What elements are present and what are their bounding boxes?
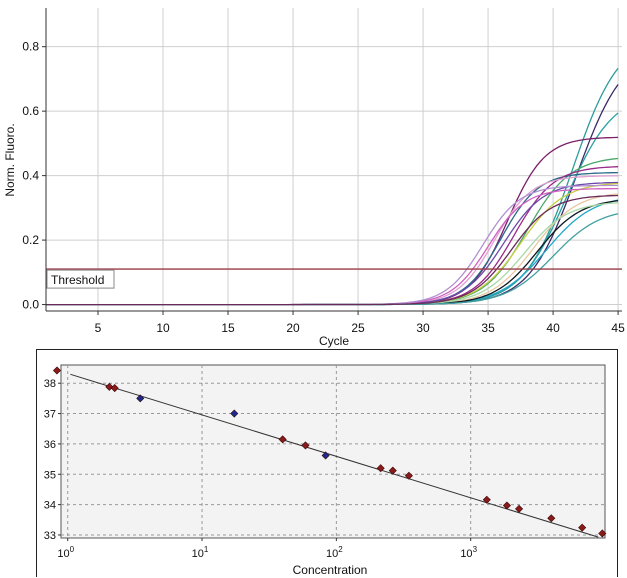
y-tick-label: 0.0 xyxy=(22,298,39,312)
amplification-curve-s18 xyxy=(46,194,619,306)
y-tick-label: 35 xyxy=(44,469,56,481)
x-tick-label: 10 xyxy=(156,321,170,335)
amplification-curves xyxy=(46,67,619,306)
amplification-axes: 5 10 15 20 25 30 35 40 45 0.0 0.2 0.4 0.6 0.8 xyxy=(22,8,625,335)
x-tick-base: 10 xyxy=(326,548,338,560)
y-tick-label: 34 xyxy=(44,500,56,512)
plot-area xyxy=(60,364,606,539)
x-tick-base: 10 xyxy=(460,548,472,560)
standard-point[interactable] xyxy=(598,529,607,538)
y-tick-label: 33 xyxy=(44,530,56,542)
x-tick-label: 5 xyxy=(95,321,102,335)
x-tick-exponent: 3 xyxy=(473,545,478,554)
x-tick-exponent: 2 xyxy=(338,545,343,554)
y-tick-label: 0.4 xyxy=(22,169,39,183)
x-tick-exponent: 0 xyxy=(70,545,75,554)
x-tick-label: 100 xyxy=(57,545,74,560)
standard-point[interactable] xyxy=(110,384,119,393)
threshold-label-box xyxy=(46,269,115,289)
x-tick-label: 35 xyxy=(481,321,495,335)
x-tick-label: 40 xyxy=(546,321,560,335)
x-tick-exponent: 1 xyxy=(204,545,209,554)
standard-point[interactable] xyxy=(376,464,385,473)
standard-point[interactable] xyxy=(482,495,491,504)
standard-point[interactable] xyxy=(502,501,511,510)
standard-curve-grid xyxy=(60,364,606,539)
y-axis-title: Norm. Fluoro. xyxy=(3,123,17,196)
standard-point[interactable] xyxy=(52,366,61,375)
x-axis-title: Concentration xyxy=(293,563,368,577)
x-tick-label: 25 xyxy=(351,321,365,335)
x-tick-label: 101 xyxy=(192,545,209,560)
standard-point[interactable] xyxy=(388,466,397,475)
x-axis-title: Cycle xyxy=(319,334,349,348)
standard-point[interactable] xyxy=(547,514,556,523)
threshold-label: Threshold xyxy=(51,273,104,287)
x-tick-label: 103 xyxy=(460,545,477,560)
standard-curve-points xyxy=(52,366,607,538)
y-tick-label: 0.2 xyxy=(22,233,39,247)
standard-point[interactable] xyxy=(404,471,413,480)
y-tick-label: 0.8 xyxy=(22,40,39,54)
y-tick-label: 36 xyxy=(44,439,56,451)
standard-point[interactable] xyxy=(515,504,524,513)
threshold-layer[interactable]: Threshold xyxy=(46,268,622,289)
standard-point[interactable] xyxy=(105,382,114,391)
standard-point[interactable] xyxy=(278,435,287,444)
y-tick-label: 38 xyxy=(44,378,56,390)
standard-curve-fit xyxy=(70,373,599,538)
standard-point[interactable] xyxy=(578,523,587,532)
x-tick-label: 30 xyxy=(416,321,430,335)
regression-line xyxy=(70,373,599,538)
plot-area xyxy=(46,8,622,311)
x-tick-base: 10 xyxy=(192,548,204,560)
x-tick-label: 20 xyxy=(286,321,300,335)
x-tick-label: 15 xyxy=(221,321,235,335)
unknown-point[interactable] xyxy=(230,409,239,418)
y-tick-label: 0.6 xyxy=(22,104,39,118)
standard-point[interactable] xyxy=(301,441,310,450)
x-tick-label: 45 xyxy=(611,321,625,335)
x-tick-base: 10 xyxy=(57,548,69,560)
unknown-point[interactable] xyxy=(321,451,330,460)
y-tick-label: 37 xyxy=(44,409,56,421)
x-tick-label: 102 xyxy=(326,545,343,560)
amplification-chart: Threshold 5 10 15 20 25 30 35 40 45 0.0 0.2 0.4 0.6 0… xyxy=(3,8,625,348)
unknown-point[interactable] xyxy=(136,394,145,403)
